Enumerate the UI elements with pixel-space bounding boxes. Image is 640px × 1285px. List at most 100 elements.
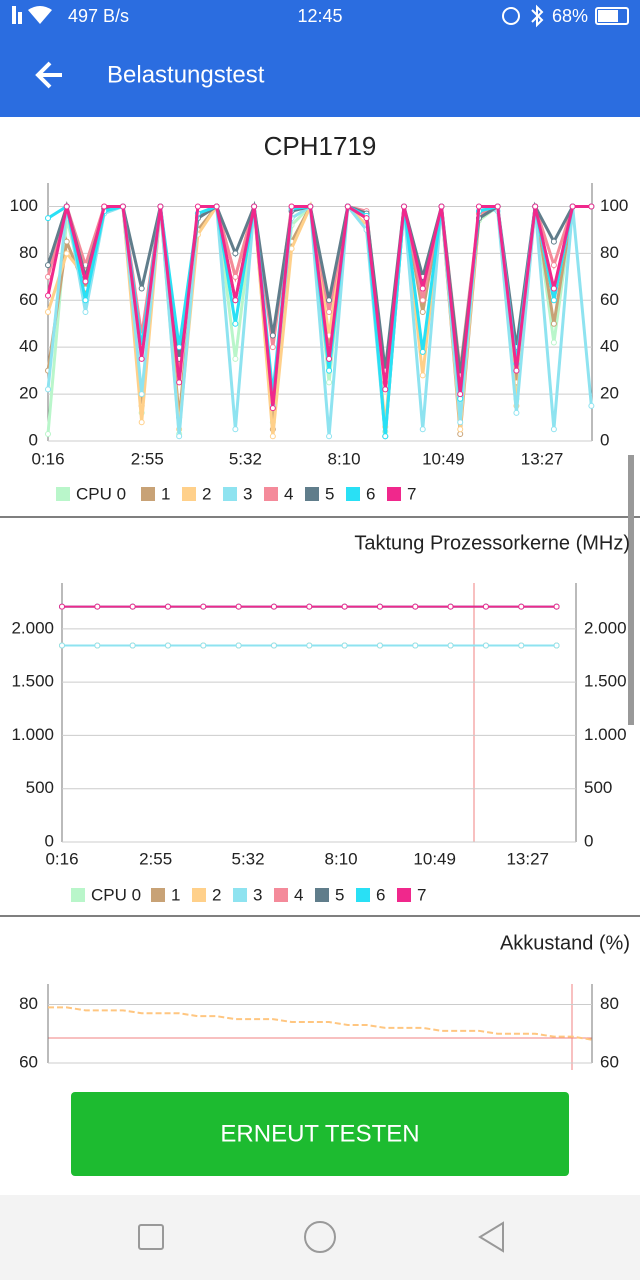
legend-label: 6: [376, 885, 385, 904]
status-icons-left: [12, 6, 52, 24]
data-point: [306, 603, 313, 610]
data-point: [550, 262, 557, 269]
data-point: [269, 332, 276, 339]
data-point: [288, 203, 295, 210]
legend-swatch: [151, 888, 165, 902]
recent-button[interactable]: [138, 1224, 164, 1250]
data-point: [326, 367, 333, 374]
legend-swatch: [56, 487, 70, 501]
data-point: [119, 203, 126, 210]
y-tick-label: 60: [600, 1052, 619, 1071]
data-point: [419, 348, 426, 355]
data-point: [194, 203, 201, 210]
data-point: [419, 372, 426, 379]
y-tick-label: 1.500: [584, 672, 627, 691]
legend-label: CPU 0: [91, 885, 141, 904]
data-point: [550, 297, 557, 304]
legend-swatch: [192, 888, 206, 902]
data-point: [213, 203, 220, 210]
data-point: [45, 215, 51, 222]
data-point: [270, 603, 277, 610]
legend-swatch: [274, 888, 288, 902]
back-nav-button[interactable]: [478, 1221, 504, 1253]
data-point: [326, 433, 333, 440]
data-point: [553, 603, 560, 610]
data-point: [419, 309, 426, 315]
data-point: [82, 297, 89, 304]
data-point: [438, 203, 445, 210]
data-point: [550, 426, 557, 433]
legend-swatch: [356, 888, 370, 902]
data-point: [232, 355, 239, 362]
data-point: [200, 603, 207, 610]
legend-label: 3: [243, 484, 252, 503]
data-point: [326, 355, 333, 362]
chart-title: Taktung Prozessorkerne (MHz): [354, 532, 630, 554]
data-point: [419, 426, 426, 433]
legend-swatch: [264, 487, 278, 501]
data-point: [269, 344, 276, 351]
legend-swatch: [141, 487, 155, 501]
data-point: [553, 642, 560, 649]
legend-swatch: [397, 888, 411, 902]
y-tick-label: 40: [600, 337, 619, 356]
x-tick-label: 2:55: [131, 449, 164, 468]
legend-label: 5: [325, 484, 334, 503]
status-icons-right: [502, 4, 629, 28]
data-point: [419, 297, 426, 304]
data-point: [513, 409, 520, 416]
legend-label: 4: [284, 484, 293, 503]
y-tick-label: 500: [584, 778, 612, 797]
data-point: [457, 419, 464, 426]
data-point: [129, 603, 136, 610]
x-tick-label: 2:55: [139, 849, 172, 868]
data-point: [341, 603, 348, 610]
x-tick-label: 0:16: [31, 449, 64, 468]
x-tick-label: 5:32: [229, 449, 262, 468]
legend-label: 2: [202, 484, 211, 503]
data-point: [138, 285, 145, 292]
home-button[interactable]: [304, 1221, 336, 1253]
y-tick-label: 500: [26, 778, 54, 797]
retest-button[interactable]: [71, 1092, 569, 1176]
data-point: [482, 642, 489, 649]
y-tick-label: 20: [600, 384, 619, 403]
clock: 12:45: [297, 6, 342, 26]
data-point: [306, 642, 313, 649]
data-point: [344, 203, 351, 210]
data-point: [129, 642, 136, 649]
retest-label: ERNEUT TESTEN: [220, 1120, 419, 1147]
x-tick-label: 10:49: [422, 449, 465, 468]
x-tick-label: 8:10: [325, 849, 358, 868]
data-point: [232, 297, 239, 304]
y-tick-label: 2.000: [11, 618, 54, 637]
x-tick-label: 10:49: [413, 849, 456, 868]
scrollbar: [628, 455, 634, 725]
y-tick-label: 0: [600, 430, 609, 449]
legend-label: 5: [335, 885, 344, 904]
data-point: [382, 433, 389, 440]
data-point: [588, 203, 595, 210]
data-point: [550, 285, 557, 292]
data-point: [513, 367, 520, 374]
data-point: [94, 642, 101, 649]
data-point: [232, 250, 239, 257]
data-point: [157, 203, 164, 210]
data-point: [176, 379, 183, 386]
legend-swatch: [315, 888, 329, 902]
x-tick-label: 0:16: [45, 849, 78, 868]
y-tick-label: 0: [29, 430, 38, 449]
data-point: [457, 391, 464, 398]
data-point: [45, 262, 51, 269]
back-button[interactable]: [35, 61, 62, 89]
data-point: [482, 603, 489, 610]
legend-swatch: [305, 487, 319, 501]
data-point: [532, 203, 539, 210]
data-point: [363, 215, 370, 222]
legend-swatch: [182, 487, 196, 501]
data-point: [176, 344, 183, 351]
data-point: [45, 309, 51, 315]
network-speed: 497 B/s: [68, 6, 129, 26]
x-tick-label: 8:10: [327, 449, 360, 468]
